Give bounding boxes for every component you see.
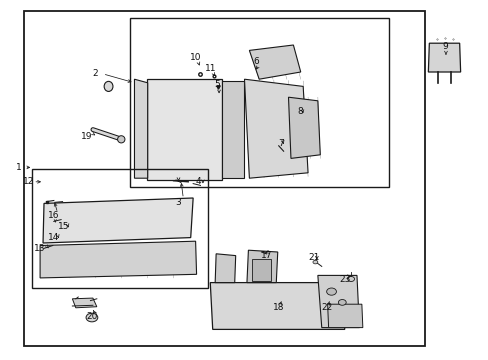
Text: 22: 22: [320, 303, 332, 312]
Ellipse shape: [104, 81, 113, 91]
Text: 3: 3: [175, 198, 181, 207]
Text: 23: 23: [338, 274, 350, 284]
Polygon shape: [427, 43, 460, 72]
Text: 10: 10: [189, 53, 201, 62]
Polygon shape: [72, 298, 97, 308]
Text: 16: 16: [48, 211, 60, 220]
Bar: [24, 11, 425, 346]
Bar: [251, 259, 271, 281]
Polygon shape: [249, 45, 300, 79]
Polygon shape: [215, 254, 235, 283]
Text: 17: 17: [260, 251, 272, 260]
Polygon shape: [43, 198, 193, 243]
Text: 1: 1: [16, 163, 21, 172]
Text: 20: 20: [86, 312, 98, 321]
Polygon shape: [327, 304, 362, 328]
Text: 13: 13: [34, 244, 46, 253]
Ellipse shape: [117, 136, 125, 143]
Text: 19: 19: [81, 132, 93, 141]
Circle shape: [312, 260, 317, 264]
Circle shape: [347, 276, 354, 282]
Bar: [32, 169, 207, 288]
Text: 14: 14: [48, 233, 60, 242]
Text: 7: 7: [278, 139, 284, 148]
Polygon shape: [210, 283, 344, 329]
Polygon shape: [317, 275, 359, 328]
Polygon shape: [134, 79, 147, 178]
Circle shape: [338, 300, 346, 305]
Text: 15: 15: [58, 222, 69, 231]
Text: 12: 12: [22, 177, 34, 186]
Text: 8: 8: [297, 107, 303, 116]
Text: 2: 2: [92, 69, 98, 78]
Text: 4: 4: [195, 177, 201, 186]
Text: 9: 9: [441, 42, 447, 51]
Circle shape: [86, 313, 98, 322]
Text: 18: 18: [272, 303, 284, 312]
Bar: [146, 79, 222, 180]
Circle shape: [326, 288, 336, 295]
Text: 11: 11: [204, 64, 216, 73]
Polygon shape: [246, 250, 277, 283]
Bar: [222, 81, 244, 178]
Polygon shape: [244, 79, 307, 178]
Text: 5: 5: [214, 80, 220, 89]
Polygon shape: [288, 97, 320, 158]
Text: 6: 6: [253, 57, 259, 66]
Bar: [129, 18, 388, 187]
Polygon shape: [40, 241, 196, 278]
Text: 21: 21: [308, 253, 320, 262]
